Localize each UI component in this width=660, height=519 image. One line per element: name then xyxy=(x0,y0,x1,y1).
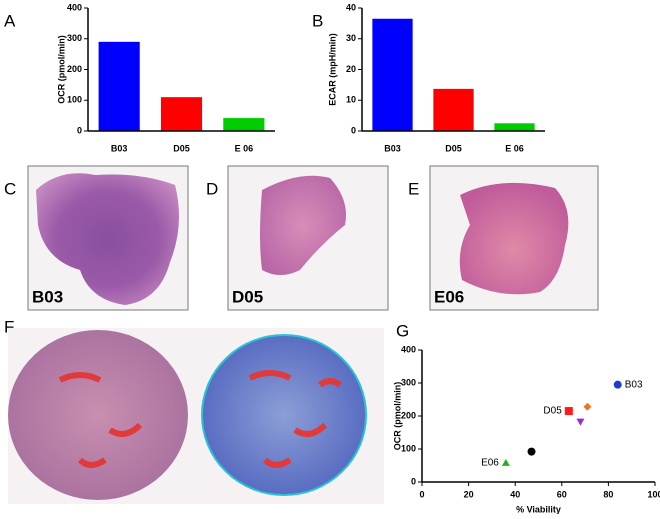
bar xyxy=(433,88,474,131)
image-label: B03 xyxy=(32,287,63,306)
point xyxy=(576,418,585,426)
image-f xyxy=(8,328,384,504)
image-label: D05 xyxy=(232,287,263,306)
image-d xyxy=(227,165,389,311)
point-label: B03 xyxy=(625,379,643,390)
image-e xyxy=(429,165,599,311)
panel-label: A xyxy=(4,11,16,30)
y-axis-label: OCR (pmol/min) xyxy=(392,382,402,451)
x-tick-label: 100 xyxy=(647,489,660,499)
y-tick-label: 0 xyxy=(77,125,82,135)
bar xyxy=(98,41,140,132)
y-tick-label: 100 xyxy=(67,95,82,105)
y-tick-label: 0 xyxy=(351,125,356,135)
y-tick-label: 300 xyxy=(67,33,82,43)
x-tick-label: E 06 xyxy=(505,143,524,153)
y-axis-label: ECAR (mpH/min) xyxy=(327,33,337,106)
bar xyxy=(494,123,535,131)
point xyxy=(613,380,622,389)
image-label: E06 xyxy=(434,287,464,306)
y-tick-label: 200 xyxy=(401,410,416,420)
image-c xyxy=(27,165,189,311)
y-tick-label: 400 xyxy=(67,2,82,12)
panel-label: E xyxy=(408,179,419,198)
panel-label: F xyxy=(4,317,14,336)
bar xyxy=(160,97,203,131)
x-tick-label: 20 xyxy=(464,489,474,499)
point xyxy=(564,407,573,416)
x-tick-label: 60 xyxy=(557,489,567,499)
x-tick-label: B03 xyxy=(384,143,401,153)
point xyxy=(583,402,592,411)
y-tick-label: 100 xyxy=(401,443,416,453)
x-tick-label: B03 xyxy=(111,143,128,153)
x-tick-label: 80 xyxy=(603,489,613,499)
point xyxy=(501,458,510,466)
x-tick-label: D05 xyxy=(445,143,462,153)
point-label: D05 xyxy=(543,406,562,417)
point-label: E06 xyxy=(481,458,499,469)
bar xyxy=(223,118,265,131)
y-tick-label: 0 xyxy=(411,476,416,486)
y-tick-label: 20 xyxy=(346,64,356,74)
x-tick-label: E 06 xyxy=(235,143,254,153)
panel-label: D xyxy=(206,179,218,198)
bar xyxy=(372,18,413,132)
y-tick-label: 200 xyxy=(67,64,82,74)
y-tick-label: 400 xyxy=(401,344,416,354)
panel-label: G xyxy=(396,321,409,340)
x-axis-label: % Viability xyxy=(516,504,561,514)
panel-label: B xyxy=(312,11,323,30)
x-tick-label: 40 xyxy=(510,489,520,499)
y-tick-label: 30 xyxy=(346,33,356,43)
x-tick-label: 0 xyxy=(419,489,424,499)
panel-label: C xyxy=(4,179,16,198)
y-tick-label: 40 xyxy=(346,2,356,12)
point xyxy=(527,447,536,456)
x-tick-label: D05 xyxy=(173,143,190,153)
y-tick-label: 10 xyxy=(346,95,356,105)
y-axis-label: OCR (pmol/min) xyxy=(56,35,66,104)
y-tick-label: 300 xyxy=(401,377,416,387)
